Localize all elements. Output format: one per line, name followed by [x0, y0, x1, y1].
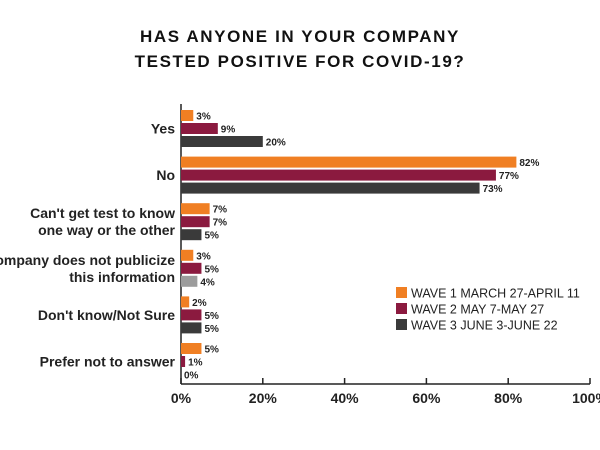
bar	[181, 156, 517, 168]
bar	[181, 182, 480, 194]
bar	[181, 136, 263, 147]
data-label: 73%	[483, 184, 503, 195]
bar	[181, 123, 218, 134]
category-label: Company does not publicize	[0, 252, 175, 268]
bar	[181, 275, 198, 287]
data-label: 77%	[499, 171, 519, 182]
chart-title-line-1: HAS ANYONE IN YOUR COMPANY	[140, 27, 460, 46]
bar	[181, 229, 202, 241]
bar	[181, 296, 190, 308]
category-label: Can't get test to know	[30, 205, 175, 221]
category-label: Don't know/Not Sure	[38, 307, 175, 323]
bar	[181, 309, 202, 321]
data-label: 5%	[204, 264, 219, 275]
legend-label: WAVE 1 MARCH 27-APRIL 11	[411, 287, 580, 301]
x-tick-label: 60%	[412, 390, 441, 406]
bar	[181, 216, 210, 228]
data-label: 3%	[196, 251, 211, 262]
data-label: 4%	[200, 277, 215, 288]
bar	[181, 110, 194, 121]
legend-swatch	[396, 319, 407, 330]
data-label: 2%	[192, 298, 207, 309]
data-label: 5%	[204, 311, 219, 322]
category-label: Prefer not to answer	[40, 354, 176, 370]
category-label: No	[156, 167, 175, 183]
data-label: 5%	[204, 231, 219, 242]
category-label: Yes	[151, 121, 175, 137]
bar	[181, 356, 186, 367]
bar	[181, 262, 202, 274]
bar	[181, 169, 496, 181]
data-label: 20%	[266, 138, 286, 149]
data-label: 9%	[221, 125, 236, 136]
chart-title-line-2: TESTED POSITIVE FOR COVID-19?	[135, 52, 466, 71]
bar	[181, 343, 202, 354]
legend-swatch	[396, 287, 407, 298]
legend-swatch	[396, 303, 407, 314]
category-label: one way or the other	[38, 222, 175, 238]
category-label: this information	[69, 269, 175, 285]
legend-label: WAVE 3 JUNE 3-JUNE 22	[411, 319, 558, 333]
data-label: 82%	[519, 158, 539, 169]
legend: WAVE 1 MARCH 27-APRIL 11 WAVE 2 MAY 7-MAY…	[396, 287, 580, 333]
data-label: 7%	[213, 205, 228, 216]
x-tick-label: 100%	[572, 390, 600, 406]
x-tick-label: 20%	[249, 390, 278, 406]
data-label: 5%	[204, 345, 219, 356]
data-label: 5%	[204, 324, 219, 335]
bar	[181, 322, 202, 334]
x-tick-label: 0%	[171, 390, 192, 406]
x-tick-label: 40%	[331, 390, 360, 406]
data-label: 7%	[213, 218, 228, 229]
legend-label: WAVE 2 MAY 7-MAY 27	[411, 303, 544, 317]
x-tick-label: 80%	[494, 390, 523, 406]
plot-area: 0% 20% 40% 60% 80% 100% Yes 3% 9% 20% No 82%77% 73% C…	[0, 104, 600, 406]
data-label: 1%	[188, 358, 203, 369]
bar	[181, 203, 210, 215]
bar	[181, 249, 194, 261]
data-label: 0%	[184, 371, 199, 382]
data-label: 3%	[196, 112, 211, 123]
